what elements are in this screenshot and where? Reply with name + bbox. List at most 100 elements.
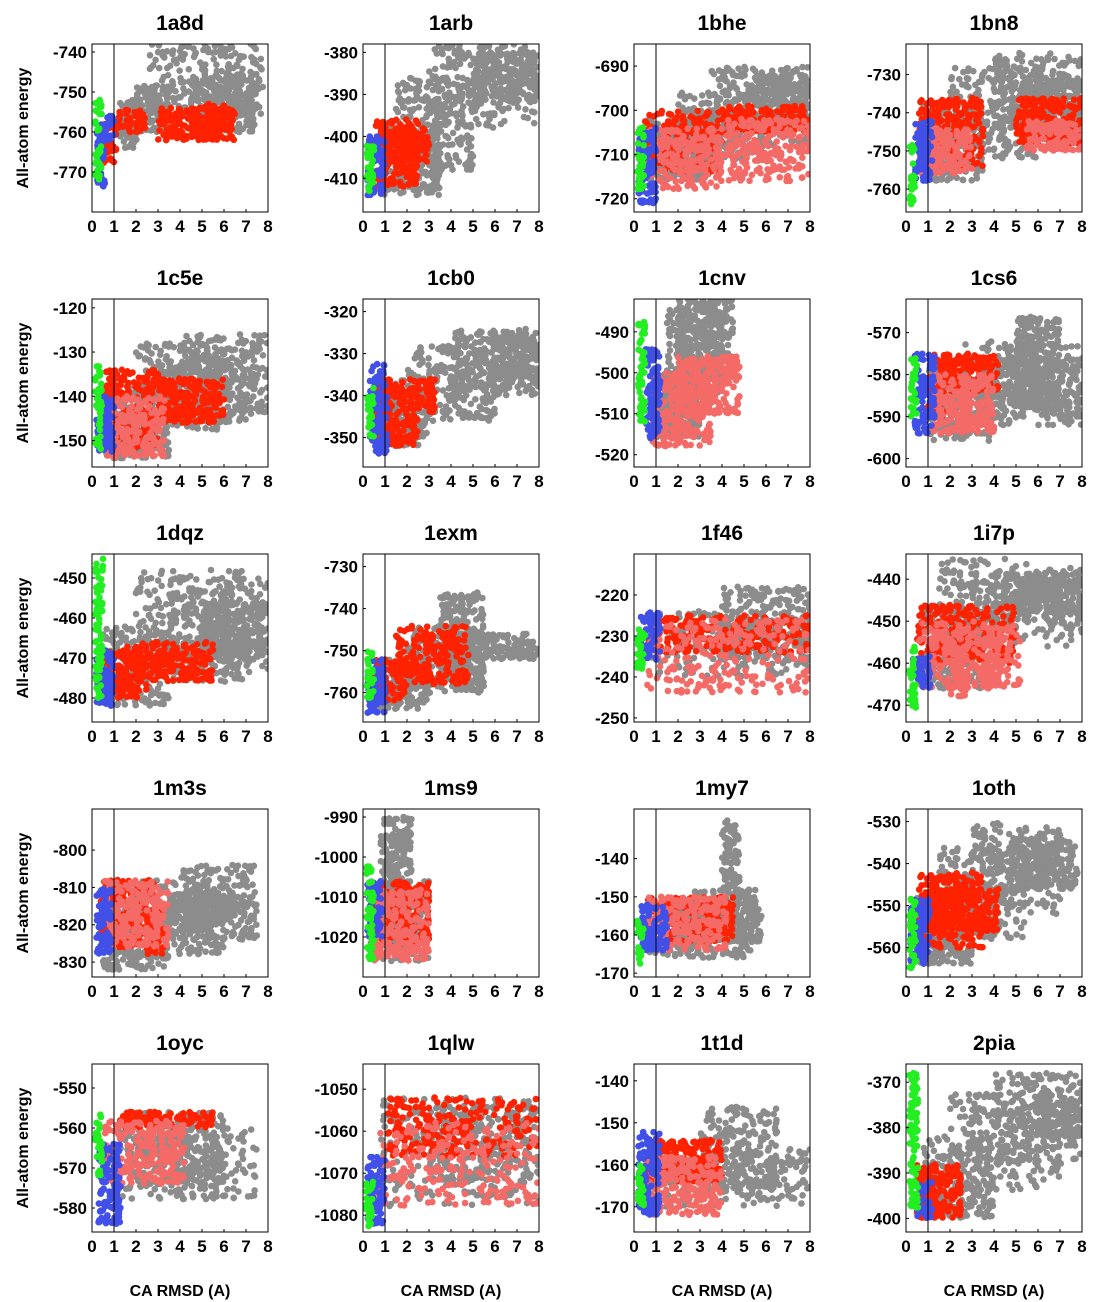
point-gray bbox=[449, 141, 456, 148]
point-gray bbox=[713, 97, 721, 104]
point-gray bbox=[743, 81, 750, 88]
point-gray bbox=[797, 79, 804, 87]
point-blue bbox=[650, 138, 657, 145]
point-red bbox=[719, 115, 726, 123]
point-gray bbox=[431, 75, 438, 83]
point-salmon bbox=[748, 171, 756, 179]
point-blue bbox=[379, 136, 387, 144]
point-blue bbox=[103, 123, 111, 131]
point-gray bbox=[213, 90, 221, 97]
point-gray bbox=[211, 44, 219, 50]
point-gray bbox=[463, 146, 471, 153]
point-blue bbox=[649, 199, 657, 207]
point-gray bbox=[769, 100, 777, 108]
point-gray bbox=[745, 86, 752, 94]
point-gray bbox=[491, 110, 498, 117]
point-gray bbox=[251, 71, 259, 78]
point-gray bbox=[516, 73, 524, 81]
point-red bbox=[107, 141, 115, 148]
point-green bbox=[92, 118, 99, 125]
point-salmon bbox=[799, 163, 806, 170]
point-salmon bbox=[675, 146, 682, 154]
point-gray bbox=[451, 47, 459, 55]
point-red bbox=[126, 127, 133, 134]
point-gray bbox=[533, 84, 539, 91]
point-gray bbox=[997, 83, 1005, 90]
point-salmon bbox=[738, 121, 745, 129]
x-tick-label: 1 bbox=[109, 217, 118, 236]
point-gray bbox=[462, 161, 469, 168]
point-gray bbox=[1011, 82, 1019, 89]
point-red bbox=[199, 133, 207, 140]
point-salmon bbox=[717, 163, 724, 171]
point-gray bbox=[439, 113, 447, 121]
point-gray bbox=[163, 64, 171, 72]
point-salmon bbox=[786, 127, 794, 134]
point-gray bbox=[997, 62, 1004, 69]
point-green bbox=[370, 143, 378, 151]
point-red bbox=[194, 127, 201, 134]
point-gray bbox=[440, 105, 447, 112]
point-gray bbox=[213, 61, 220, 68]
point-salmon bbox=[660, 167, 667, 174]
point-gray bbox=[719, 88, 726, 96]
point-gray bbox=[534, 72, 539, 80]
point-gray bbox=[201, 72, 209, 79]
y-tick-label: -690 bbox=[595, 57, 629, 76]
point-gray bbox=[498, 73, 506, 81]
point-gray bbox=[224, 94, 231, 102]
point-gray bbox=[1030, 153, 1037, 160]
point-gray bbox=[456, 60, 464, 68]
point-salmon bbox=[805, 133, 810, 141]
point-gray bbox=[149, 62, 157, 69]
point-salmon bbox=[745, 123, 753, 130]
point-gray bbox=[152, 56, 159, 64]
point-salmon bbox=[697, 154, 704, 161]
point-gray bbox=[432, 165, 439, 172]
point-green bbox=[640, 134, 647, 141]
point-red bbox=[385, 156, 393, 163]
point-blue bbox=[375, 170, 383, 178]
point-red bbox=[719, 106, 726, 113]
point-gray bbox=[172, 87, 179, 95]
point-salmon bbox=[786, 146, 794, 154]
point-red bbox=[402, 116, 410, 123]
point-salmon bbox=[761, 149, 769, 157]
point-salmon bbox=[659, 143, 667, 150]
point-red bbox=[398, 126, 405, 134]
point-red bbox=[222, 112, 230, 120]
point-red bbox=[734, 105, 741, 112]
point-red bbox=[416, 156, 423, 163]
point-green bbox=[640, 153, 648, 161]
point-gray bbox=[134, 90, 141, 98]
point-gray bbox=[428, 99, 435, 107]
point-salmon bbox=[728, 152, 736, 159]
point-gray bbox=[239, 102, 247, 109]
point-gray bbox=[201, 44, 209, 48]
point-red bbox=[209, 136, 216, 143]
point-gray bbox=[482, 96, 489, 103]
point-gray bbox=[447, 63, 454, 70]
x-tick-label: 6 bbox=[761, 217, 770, 236]
point-gray bbox=[156, 97, 164, 104]
point-blue bbox=[647, 168, 654, 176]
point-red bbox=[412, 171, 420, 179]
point-gray bbox=[714, 102, 721, 110]
point-red bbox=[204, 128, 212, 135]
point-red bbox=[220, 134, 227, 142]
point-salmon bbox=[776, 123, 783, 131]
point-gray bbox=[715, 67, 723, 74]
y-tick-label: -740 bbox=[53, 43, 87, 62]
point-gray bbox=[960, 68, 967, 76]
point-gray bbox=[741, 63, 748, 71]
points-1arb bbox=[363, 44, 539, 199]
point-gray bbox=[510, 99, 517, 106]
point-salmon bbox=[732, 142, 740, 150]
point-gray bbox=[1071, 57, 1079, 65]
point-red bbox=[136, 110, 143, 117]
point-gray bbox=[222, 53, 230, 60]
points-1bhe bbox=[634, 63, 810, 207]
point-gray bbox=[984, 109, 992, 116]
